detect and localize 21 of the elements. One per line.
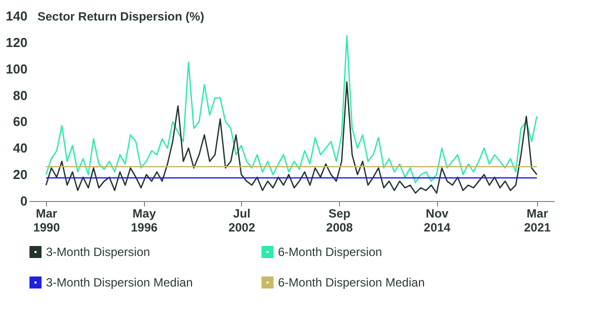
x-tick-label: Sep 2008 xyxy=(326,206,354,234)
legend-label: 3-Month Dispersion Median xyxy=(46,276,193,290)
legend-label: 6-Month Dispersion xyxy=(278,244,382,259)
y-tick-label: 120 xyxy=(6,34,28,50)
y-tick-label: 140 xyxy=(6,8,28,24)
y-tick-label: 20 xyxy=(13,167,28,182)
y-axis-title: Sector Return Dispersion (%) xyxy=(38,10,204,24)
x-tick-label: Mar 1990 xyxy=(33,206,60,234)
line-series xyxy=(45,81,538,194)
legend-label: 3-Month Dispersion xyxy=(46,244,150,259)
x-tick-label: Nov 2014 xyxy=(424,206,451,234)
x-tick-label: Jul 2002 xyxy=(228,206,256,234)
x-tick-label: May 1996 xyxy=(130,206,158,234)
y-tick-label: 100 xyxy=(6,61,28,76)
y-tick-label: 0 xyxy=(20,194,28,208)
y-tick-label: 60 xyxy=(13,114,28,130)
y-tick-label: 80 xyxy=(13,88,28,103)
legend-label: 6-Month Dispersion Median xyxy=(278,276,425,290)
y-tick-label: 40 xyxy=(13,140,28,156)
line-series xyxy=(45,35,538,184)
x-tick-label: Mar 2021 xyxy=(524,206,552,234)
